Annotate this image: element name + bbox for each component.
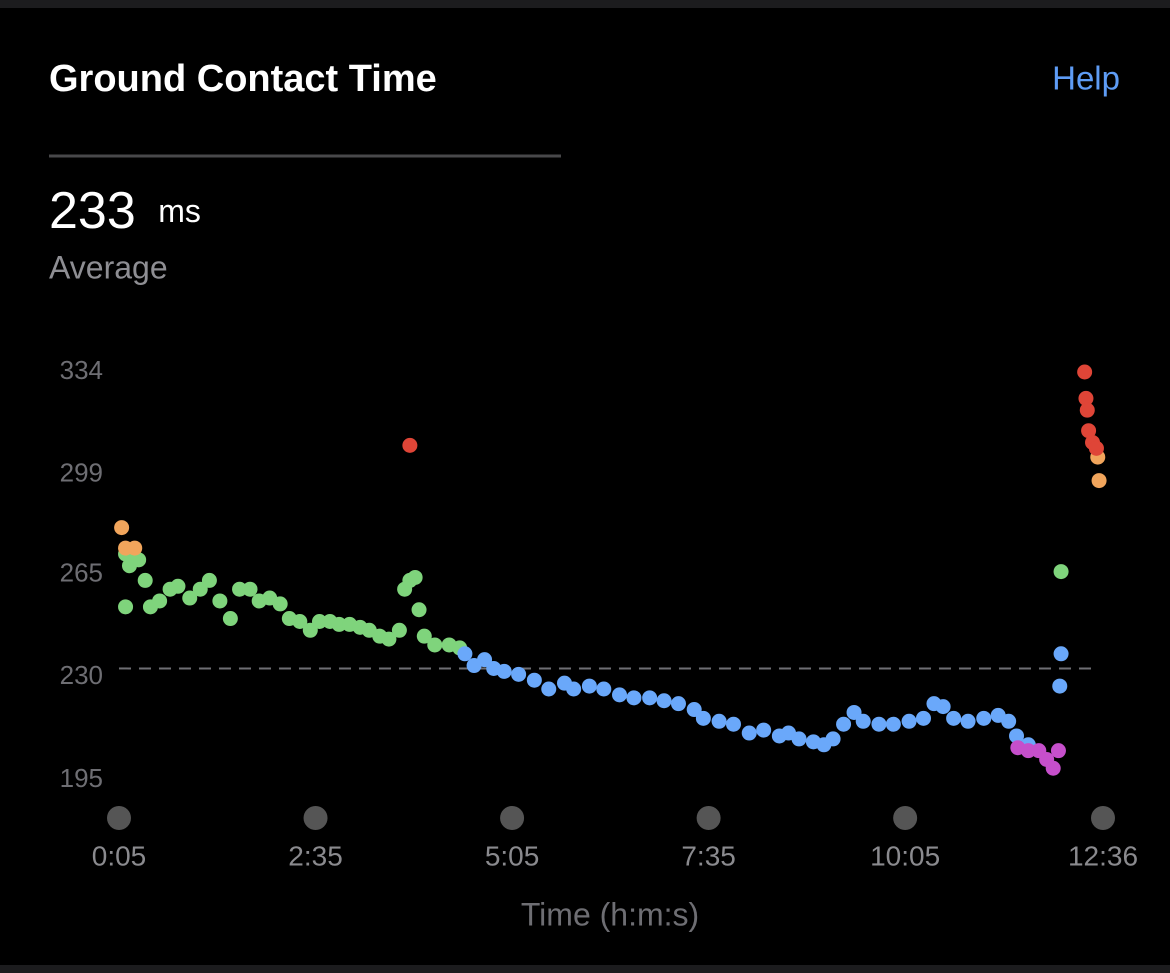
- y-tick-label: 299: [60, 458, 103, 488]
- data-point: [825, 731, 841, 747]
- data-point: [836, 716, 852, 732]
- average-value: 233 ms: [49, 182, 201, 240]
- y-tick-label: 334: [60, 355, 103, 385]
- data-point: [311, 613, 327, 629]
- data-point: [855, 713, 871, 729]
- data-point: [670, 696, 686, 712]
- data-point: [1052, 678, 1068, 694]
- x-tick-mark: [303, 806, 328, 830]
- data-point: [976, 710, 992, 726]
- data-point: [1079, 402, 1095, 418]
- x-tick-label: 7:35: [681, 840, 736, 871]
- chart-title: Ground Contact Time: [49, 58, 437, 100]
- data-point: [526, 672, 542, 688]
- x-tick-label: 12:36: [1068, 840, 1138, 871]
- data-point: [1053, 564, 1069, 580]
- data-point: [292, 613, 308, 629]
- x-tick-label: 10:05: [870, 840, 940, 871]
- data-point: [407, 569, 423, 585]
- average-unit: ms: [158, 193, 201, 229]
- data-point: [457, 646, 473, 662]
- data-point: [656, 693, 672, 709]
- data-point: [1009, 728, 1025, 744]
- data-point: [1045, 760, 1061, 776]
- data-point: [711, 713, 727, 729]
- data-point: [131, 552, 147, 568]
- bottom-bar: [0, 965, 1170, 973]
- data-point: [137, 572, 153, 588]
- data-point: [695, 710, 711, 726]
- data-point: [596, 681, 612, 697]
- x-tick-mark: [893, 806, 918, 830]
- data-point: [541, 681, 557, 697]
- y-tick-label: 265: [60, 557, 103, 587]
- data-point: [411, 602, 427, 618]
- data-point: [242, 581, 258, 597]
- data-point: [871, 716, 887, 732]
- data-point: [427, 637, 443, 653]
- data-point: [741, 725, 757, 741]
- data-point: [331, 616, 347, 632]
- y-tick-label: 230: [60, 660, 103, 690]
- data-point: [1053, 646, 1069, 662]
- data-point: [726, 716, 742, 732]
- data-point: [915, 710, 931, 726]
- data-point: [114, 520, 130, 536]
- data-point: [935, 699, 951, 715]
- data-point: [182, 590, 198, 606]
- data-point: [232, 581, 248, 597]
- data-point: [416, 628, 432, 644]
- data-point: [511, 666, 527, 682]
- data-point: [272, 596, 288, 612]
- data-point: [212, 593, 228, 609]
- help-link[interactable]: Help: [1052, 60, 1120, 97]
- data-point: [201, 572, 217, 588]
- data-point: [581, 678, 597, 694]
- data-point: [885, 716, 901, 732]
- data-point: [496, 663, 512, 679]
- data-point: [1077, 364, 1093, 380]
- x-axis-label: Time (h:m:s): [521, 896, 699, 932]
- data-point: [1020, 743, 1036, 759]
- x-tick-label: 0:05: [92, 840, 147, 871]
- average-number: 233: [49, 182, 136, 240]
- x-tick-label: 2:35: [288, 840, 343, 871]
- data-point: [391, 622, 407, 638]
- data-point: [152, 593, 168, 609]
- data-point: [791, 731, 807, 747]
- data-point: [946, 710, 962, 726]
- x-tick-mark: [1091, 806, 1115, 830]
- data-point: [118, 599, 134, 615]
- data-point: [170, 578, 186, 594]
- data-point: [960, 713, 976, 729]
- data-point: [222, 611, 238, 627]
- data-point: [901, 713, 917, 729]
- y-tick-label: 195: [60, 763, 103, 793]
- data-point: [566, 681, 582, 697]
- top-bar: [0, 0, 1170, 8]
- data-point: [127, 540, 143, 556]
- data-point: [642, 690, 658, 706]
- data-point: [1001, 713, 1017, 729]
- data-point: [612, 687, 628, 703]
- x-tick-mark: [696, 806, 721, 830]
- data-point: [756, 722, 772, 738]
- average-label: Average: [49, 249, 168, 285]
- data-point: [1081, 423, 1097, 439]
- data-point: [626, 690, 642, 706]
- x-tick-mark: [500, 806, 525, 830]
- data-point: [402, 437, 418, 453]
- data-point: [1088, 440, 1104, 456]
- data-point: [381, 631, 397, 647]
- data-point: [1050, 743, 1066, 759]
- data-point: [1091, 473, 1107, 489]
- data-point: [1078, 390, 1094, 406]
- x-tick-label: 5:05: [485, 840, 540, 871]
- x-tick-mark: [107, 806, 131, 830]
